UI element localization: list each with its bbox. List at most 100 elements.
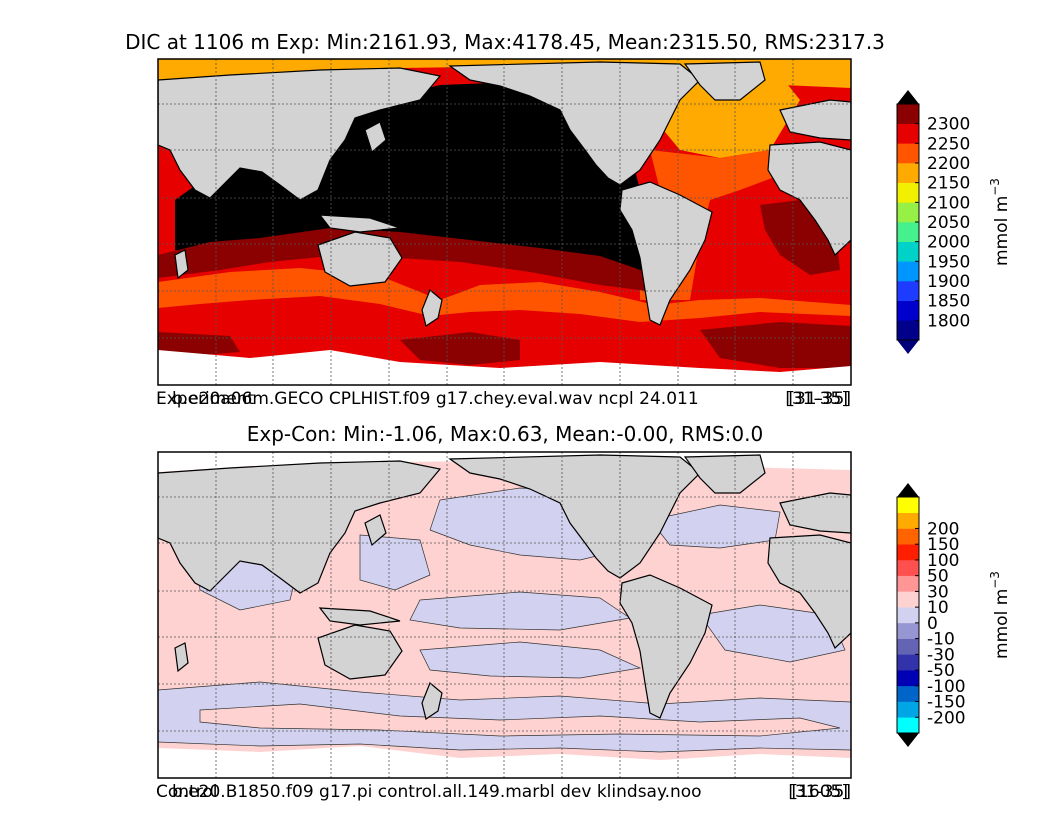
bottom-caption-left-a: Control xyxy=(156,782,217,802)
bottom-colorbar-tick-label: 50 xyxy=(927,567,949,587)
bottom-map-frame xyxy=(157,451,852,779)
top-colorbar-ticks: 1800185019001950200020502100215022002250… xyxy=(915,115,970,331)
top-colorbar-tick-label: 2250 xyxy=(927,134,970,154)
top-colorbar-cell xyxy=(897,182,919,203)
bottom-gridlines xyxy=(158,452,851,778)
bottom-colorbar-tick-label: 30 xyxy=(927,582,949,602)
bottom-colorbar-cell xyxy=(897,654,919,671)
bottom-colorbar-cells xyxy=(897,497,919,734)
bottom-colorbar-over-arrow xyxy=(897,483,919,497)
top-colorbar-cell xyxy=(897,281,919,301)
bottom-colorbar-tick-label: 10 xyxy=(927,598,949,618)
top-colorbar: 1800185019001950200020502100215022002250… xyxy=(896,90,1012,354)
bottom-colorbar-cell xyxy=(897,607,919,624)
top-colorbar-cell xyxy=(897,300,919,321)
bottom-land-eurasia xyxy=(158,460,442,594)
top-land-new-zealand xyxy=(421,289,443,327)
bottom-colorbar-tick-label: -100 xyxy=(927,677,966,697)
bottom-colorbar-cell xyxy=(897,670,919,687)
bottom-title: Exp-Con: Min:-1.06, Max:0.63, Mean:-0.00… xyxy=(247,422,763,446)
bottom-colorbar-tick-label: 100 xyxy=(927,551,959,571)
bottom-colorbar-cell xyxy=(897,591,919,608)
bottom-colorbar-tick-label: 0 xyxy=(927,614,938,634)
bottom-colorbar-under-arrow xyxy=(897,733,919,747)
bottom-colorbar-tick-label: -10 xyxy=(927,630,955,650)
top-land-europe xyxy=(779,99,851,141)
bottom-colorbar-cell xyxy=(897,559,919,576)
top-colorbar-over-arrow xyxy=(897,90,919,104)
top-colorbar-tick-label: 2300 xyxy=(927,115,970,135)
top-land-indonesia xyxy=(318,214,401,233)
top-field-north-atlantic xyxy=(655,70,800,158)
top-colorbar-cell xyxy=(897,123,919,144)
bottom-colorbar-cell xyxy=(897,701,919,718)
bottom-colorbar-cell xyxy=(897,528,919,545)
bottom-colorbar-tick-label: -30 xyxy=(927,645,955,665)
bottom-land-europe xyxy=(779,492,851,534)
top-caption-right-b: [31-35] xyxy=(785,389,848,409)
top-colorbar-cell xyxy=(897,104,919,124)
bottom-panel: Exp-Con: Min:-1.06, Max:0.63, Mean:-0.00… xyxy=(156,422,1012,802)
top-colorbar-tick-label: 1850 xyxy=(927,292,970,312)
top-colorbar-tick-label: 2150 xyxy=(927,174,970,194)
top-caption-left-a: Experiment xyxy=(156,389,255,409)
top-colorbar-tick-label: 2000 xyxy=(927,233,970,253)
bottom-caption-right-b: [1605] xyxy=(791,782,848,802)
top-colorbar-cell xyxy=(897,320,919,341)
bottom-neg-equatorial xyxy=(409,591,631,631)
bottom-unit-exp: −3 xyxy=(988,571,1002,589)
top-map-frame xyxy=(157,58,852,386)
top-land-japan xyxy=(364,121,387,154)
bottom-neg-west-pacific xyxy=(359,534,431,591)
bottom-land-indonesia xyxy=(318,607,401,626)
bottom-land-greenland xyxy=(683,454,766,494)
top-land-south-america xyxy=(619,181,713,326)
bottom-colorbar-cell xyxy=(897,497,919,514)
bottom-colorbar-cell xyxy=(897,717,919,734)
bottom-neg-atlantic-south xyxy=(699,604,846,663)
bottom-land-new-zealand xyxy=(421,682,443,720)
bottom-caption-left-b: b.e20.B1850.f09 g17.pi control.all.149.m… xyxy=(172,782,702,802)
top-title: DIC at 1106 m Exp: Min:2161.93, Max:4178… xyxy=(125,30,885,54)
top-land-australia xyxy=(317,231,403,287)
bottom-colorbar-tick-label: 150 xyxy=(927,535,959,555)
bottom-land-south-america xyxy=(619,574,713,719)
top-map xyxy=(158,59,851,385)
top-field-antarctic-dark-2 xyxy=(700,322,851,368)
top-colorbar-tick-label: 2100 xyxy=(927,193,970,213)
bottom-colorbar-cell xyxy=(897,512,919,529)
top-land-madagascar xyxy=(174,249,189,280)
bottom-land-japan xyxy=(364,514,387,547)
bottom-land-australia xyxy=(317,624,403,680)
bottom-land-africa xyxy=(767,534,851,650)
top-gridlines xyxy=(158,59,851,385)
bottom-colorbar-tick-label: -200 xyxy=(927,708,966,728)
top-colorbar-cell xyxy=(897,241,919,262)
bottom-colorbar-cell xyxy=(897,575,919,592)
bottom-pos-southern xyxy=(199,703,841,737)
bottom-land-madagascar xyxy=(174,642,189,673)
bottom-colorbar-tick-label: -50 xyxy=(927,661,955,681)
top-field-antarctic-dark-1 xyxy=(400,332,520,365)
top-unit-exp: −3 xyxy=(988,178,1002,196)
bottom-colorbar-cell xyxy=(897,638,919,655)
bottom-colorbar-unit: mmol m−3 xyxy=(988,571,1012,659)
bottom-colorbar-tick-label: 200 xyxy=(927,519,959,539)
top-field-pacific-core xyxy=(175,82,655,275)
top-colorbar-unit: mmol m−3 xyxy=(988,178,1012,266)
bottom-colorbar-cell xyxy=(897,622,919,639)
top-colorbar-cell xyxy=(897,202,919,223)
top-colorbar-cell xyxy=(897,143,919,164)
top-land-eurasia xyxy=(158,67,442,201)
top-unit-base: mmol m xyxy=(992,196,1012,266)
bottom-caption-right-a: [31-35] xyxy=(788,782,851,802)
bottom-unit-base: mmol m xyxy=(992,589,1012,659)
bottom-land xyxy=(158,454,851,720)
top-colorbar-cell xyxy=(897,261,919,282)
top-caption-right-a: [31-35] xyxy=(788,389,851,409)
top-panel: DIC at 1106 m Exp: Min:2161.93, Max:4178… xyxy=(125,30,1012,409)
top-land xyxy=(158,61,851,327)
